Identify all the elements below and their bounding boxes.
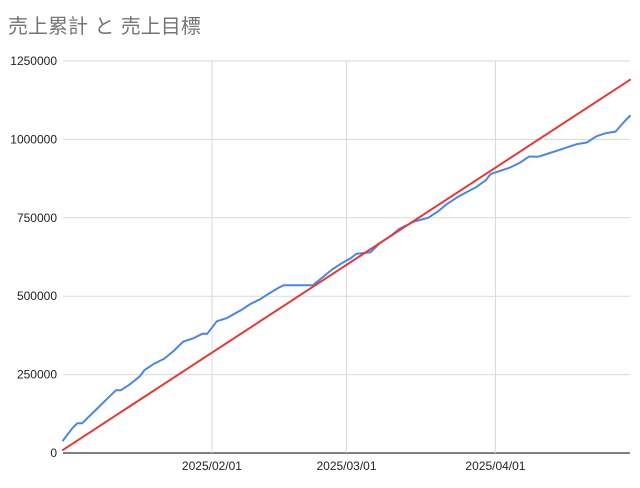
series-line-cumulative-sales [62, 114, 631, 442]
y-tick-label: 500000 [17, 289, 57, 303]
y-tick-label: 0 [50, 446, 57, 460]
x-tick-label: 2025/02/01 [182, 459, 242, 473]
y-tick-label: 750000 [17, 211, 57, 225]
series-lines [62, 78, 631, 451]
x-tick-label: 2025/04/01 [465, 459, 525, 473]
y-tick-label: 1000000 [10, 132, 57, 146]
y-tick-label: 250000 [17, 368, 57, 382]
axis-labels: 0 250000 500000 750000 1000000 1250000 2025/02… [10, 54, 526, 473]
y-tick-label: 1250000 [10, 54, 57, 68]
series-line-sales-target [62, 78, 631, 451]
x-tick-label: 2025/03/01 [316, 459, 376, 473]
chart-title: 売上累計 と 売上目標 [8, 14, 201, 38]
gridlines [63, 60, 630, 454]
